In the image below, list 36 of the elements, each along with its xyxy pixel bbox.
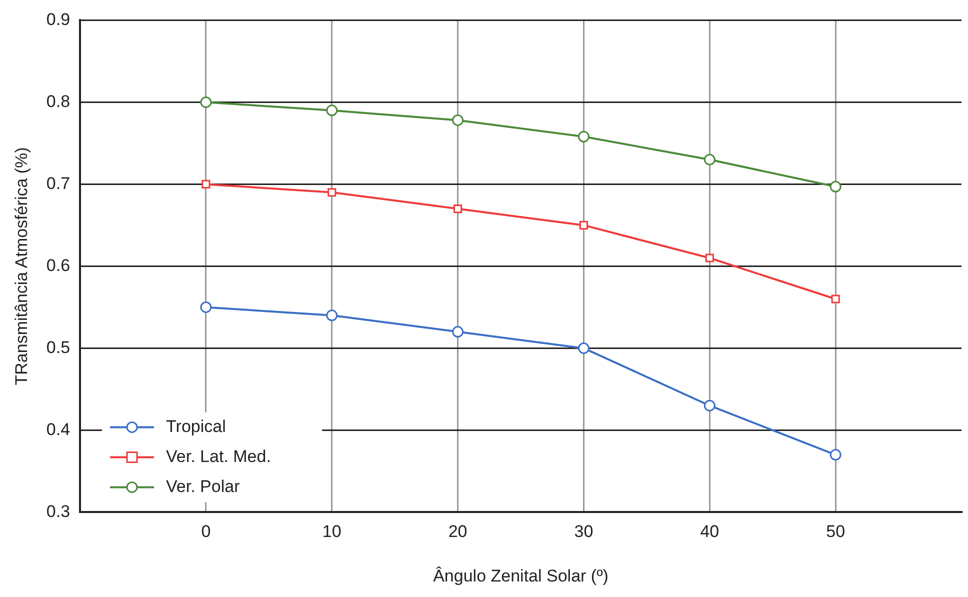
legend-label: Tropical [166, 416, 226, 436]
x-tick-label: 40 [700, 522, 720, 542]
point [200, 96, 212, 108]
x-tick-label: 20 [448, 522, 468, 542]
point [830, 449, 842, 461]
point [326, 104, 338, 116]
legend-label: Ver. Lat. Med. [166, 446, 271, 466]
point [328, 188, 336, 197]
point [452, 114, 464, 126]
y-axis-title: TRansmitância Atmosférica (%) [12, 147, 31, 386]
point [326, 310, 338, 322]
point [705, 254, 714, 262]
y-tick-label: 0.9 [46, 10, 70, 29]
x-tick-label: 50 [826, 522, 846, 542]
y-tick-label: 0.6 [46, 256, 70, 275]
y-tick-label: 0.7 [46, 174, 70, 193]
y-tick-label: 0.4 [46, 420, 70, 439]
point [578, 130, 590, 142]
point [831, 294, 840, 304]
point [578, 342, 590, 354]
x-axis-title: Ângulo Zenital Solar (º) [433, 566, 608, 586]
point [579, 220, 588, 230]
y-tick-label: 0.5 [46, 338, 70, 357]
point [200, 301, 212, 313]
point [452, 326, 464, 338]
x-tick-label: 10 [322, 522, 342, 542]
x-tick-label: 30 [574, 522, 594, 542]
y-tick-label: 0.8 [46, 92, 70, 111]
point [704, 400, 716, 412]
point [202, 180, 210, 188]
point [454, 204, 462, 214]
legend-label: Ver. Polar [166, 476, 240, 496]
x-tick-label: 0 [201, 522, 211, 542]
y-tick-label: 0.3 [46, 502, 70, 521]
point [830, 180, 842, 192]
point [704, 154, 716, 166]
